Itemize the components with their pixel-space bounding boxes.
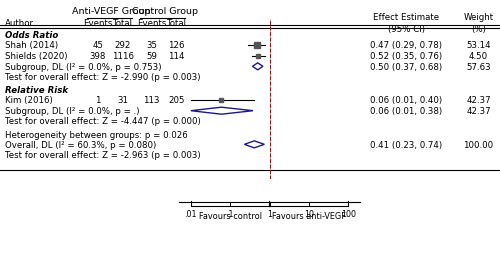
Text: Overall, DL (I² = 60.3%, p = 0.080): Overall, DL (I² = 60.3%, p = 0.080): [5, 140, 156, 149]
Text: Author: Author: [5, 19, 34, 28]
Text: Heterogeneity between groups: p = 0.026: Heterogeneity between groups: p = 0.026: [5, 131, 188, 140]
Text: 35: 35: [146, 41, 157, 50]
Text: 100.00: 100.00: [464, 140, 494, 149]
Text: 57.63: 57.63: [466, 62, 491, 72]
Text: Anti-VEGF Group: Anti-VEGF Group: [72, 7, 151, 16]
Text: 0.52 (0.35, 0.76): 0.52 (0.35, 0.76): [370, 52, 442, 61]
Text: Events: Events: [137, 19, 166, 28]
Text: Subgroup, DL (I² = 0.0%, p = 0.753): Subgroup, DL (I² = 0.0%, p = 0.753): [5, 62, 162, 72]
Text: 126: 126: [168, 41, 185, 50]
Text: 205: 205: [168, 96, 185, 105]
Text: 0.06 (0.01, 0.38): 0.06 (0.01, 0.38): [370, 107, 442, 116]
Text: 0.41 (0.23, 0.74): 0.41 (0.23, 0.74): [370, 140, 442, 149]
Text: 53.14: 53.14: [466, 41, 491, 50]
Text: 0.47 (0.29, 0.78): 0.47 (0.29, 0.78): [370, 41, 442, 50]
Text: Test for overall effect: Z = -2.990 (p = 0.003): Test for overall effect: Z = -2.990 (p =…: [5, 72, 200, 81]
Text: 292: 292: [115, 41, 131, 50]
Text: Favours control: Favours control: [198, 211, 262, 220]
Text: 0.06 (0.01, 0.40): 0.06 (0.01, 0.40): [370, 96, 442, 105]
Text: 0.50 (0.37, 0.68): 0.50 (0.37, 0.68): [370, 62, 442, 72]
Text: Relative Risk: Relative Risk: [5, 86, 68, 95]
Text: Shah (2014): Shah (2014): [5, 41, 58, 50]
Text: Weight: Weight: [464, 13, 494, 22]
Text: Effect Estimate: Effect Estimate: [374, 13, 440, 22]
Text: (95% CI): (95% CI): [388, 24, 425, 34]
Text: 1116: 1116: [112, 52, 134, 61]
Text: Events: Events: [84, 19, 112, 28]
Text: 59: 59: [146, 52, 157, 61]
Text: Total: Total: [166, 19, 186, 28]
Text: 45: 45: [92, 41, 104, 50]
Text: 4.50: 4.50: [469, 52, 488, 61]
Text: 1: 1: [95, 96, 100, 105]
Text: Test for overall effect: Z = -2.963 (p = 0.003): Test for overall effect: Z = -2.963 (p =…: [5, 150, 200, 159]
Text: 113: 113: [144, 96, 160, 105]
Text: 114: 114: [168, 52, 185, 61]
Text: (%): (%): [471, 24, 486, 34]
Text: Control Group: Control Group: [132, 7, 198, 16]
Text: 31: 31: [118, 96, 128, 105]
Text: 42.37: 42.37: [466, 96, 491, 105]
Text: 398: 398: [90, 52, 106, 61]
Text: Shields (2020): Shields (2020): [5, 52, 68, 61]
Text: Favours anti-VEGF: Favours anti-VEGF: [272, 211, 346, 220]
Text: Odds Ratio: Odds Ratio: [5, 31, 58, 40]
Text: Subgroup, DL (I² = 0.0%, p = .): Subgroup, DL (I² = 0.0%, p = .): [5, 107, 140, 116]
Text: Total: Total: [113, 19, 133, 28]
Text: Kim (2016): Kim (2016): [5, 96, 53, 105]
Text: Test for overall effect: Z = -4.447 (p = 0.000): Test for overall effect: Z = -4.447 (p =…: [5, 116, 201, 125]
Text: 42.37: 42.37: [466, 107, 491, 116]
